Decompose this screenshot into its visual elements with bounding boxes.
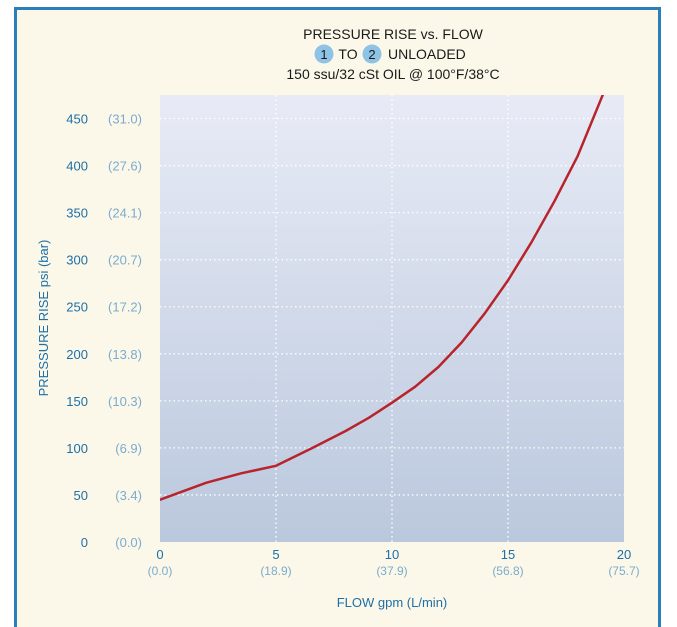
y-tick-label: 150 bbox=[66, 394, 88, 409]
x-tick-sublabel: (75.7) bbox=[608, 564, 639, 578]
y-tick-label: 50 bbox=[74, 488, 88, 503]
port-1-badge bbox=[314, 44, 334, 64]
x-tick-sublabel: (18.9) bbox=[260, 564, 291, 578]
y-tick-label: 350 bbox=[66, 206, 88, 221]
title-connector: TO bbox=[338, 46, 357, 62]
axis-ticks: 0 (0.0)50 (3.4)100 (6.9)150 (10.3)200 (13.8)2… bbox=[66, 112, 639, 578]
y-tick-sublabel: (17.2) bbox=[108, 300, 142, 315]
y-tick-sublabel: (27.6) bbox=[108, 159, 142, 174]
y-tick-label: 200 bbox=[66, 347, 88, 362]
plot-area bbox=[160, 95, 624, 542]
chart-subtitle: 150 ssu/32 cSt OIL @ 100°F/38°C bbox=[286, 66, 499, 82]
y-tick-label: 450 bbox=[66, 112, 88, 127]
y-tick-label: 100 bbox=[66, 441, 88, 456]
y-tick-sublabel: (0.0) bbox=[115, 535, 142, 550]
chart-title-line2: 1 TO 2 UNLOADED bbox=[314, 44, 466, 64]
y-tick-sublabel: (6.9) bbox=[115, 441, 142, 456]
x-tick-label: 15 bbox=[501, 547, 515, 562]
x-tick-label: 20 bbox=[617, 547, 631, 562]
x-tick-sublabel: (56.8) bbox=[492, 564, 523, 578]
x-tick-label: 0 bbox=[156, 547, 163, 562]
y-tick-label: 250 bbox=[66, 300, 88, 315]
chart-title: PRESSURE RISE vs. FLOW bbox=[303, 26, 483, 42]
x-tick-sublabel: (0.0) bbox=[148, 564, 173, 578]
y-tick-label: 400 bbox=[66, 159, 88, 174]
port-1-label: 1 bbox=[320, 47, 327, 62]
port-2-badge bbox=[362, 44, 382, 64]
x-axis-label: FLOW gpm (L/min) bbox=[337, 595, 448, 610]
x-tick-sublabel: (37.9) bbox=[376, 564, 407, 578]
y-tick-sublabel: (10.3) bbox=[108, 394, 142, 409]
y-tick-sublabel: (13.8) bbox=[108, 347, 142, 362]
y-axis-label: PRESSURE RISE psi (bar) bbox=[36, 240, 51, 397]
x-tick-label: 5 bbox=[272, 547, 279, 562]
y-tick-sublabel: (24.1) bbox=[108, 206, 142, 221]
y-tick-sublabel: (3.4) bbox=[115, 488, 142, 503]
x-tick-label: 10 bbox=[385, 547, 399, 562]
y-tick-label: 300 bbox=[66, 253, 88, 268]
title-suffix: UNLOADED bbox=[388, 46, 466, 62]
y-tick-label: 0 bbox=[81, 535, 88, 550]
port-2-label: 2 bbox=[368, 47, 375, 62]
series-line bbox=[160, 95, 605, 501]
grid bbox=[160, 95, 624, 542]
y-tick-sublabel: (31.0) bbox=[108, 112, 142, 127]
y-tick-sublabel: (20.7) bbox=[108, 253, 142, 268]
